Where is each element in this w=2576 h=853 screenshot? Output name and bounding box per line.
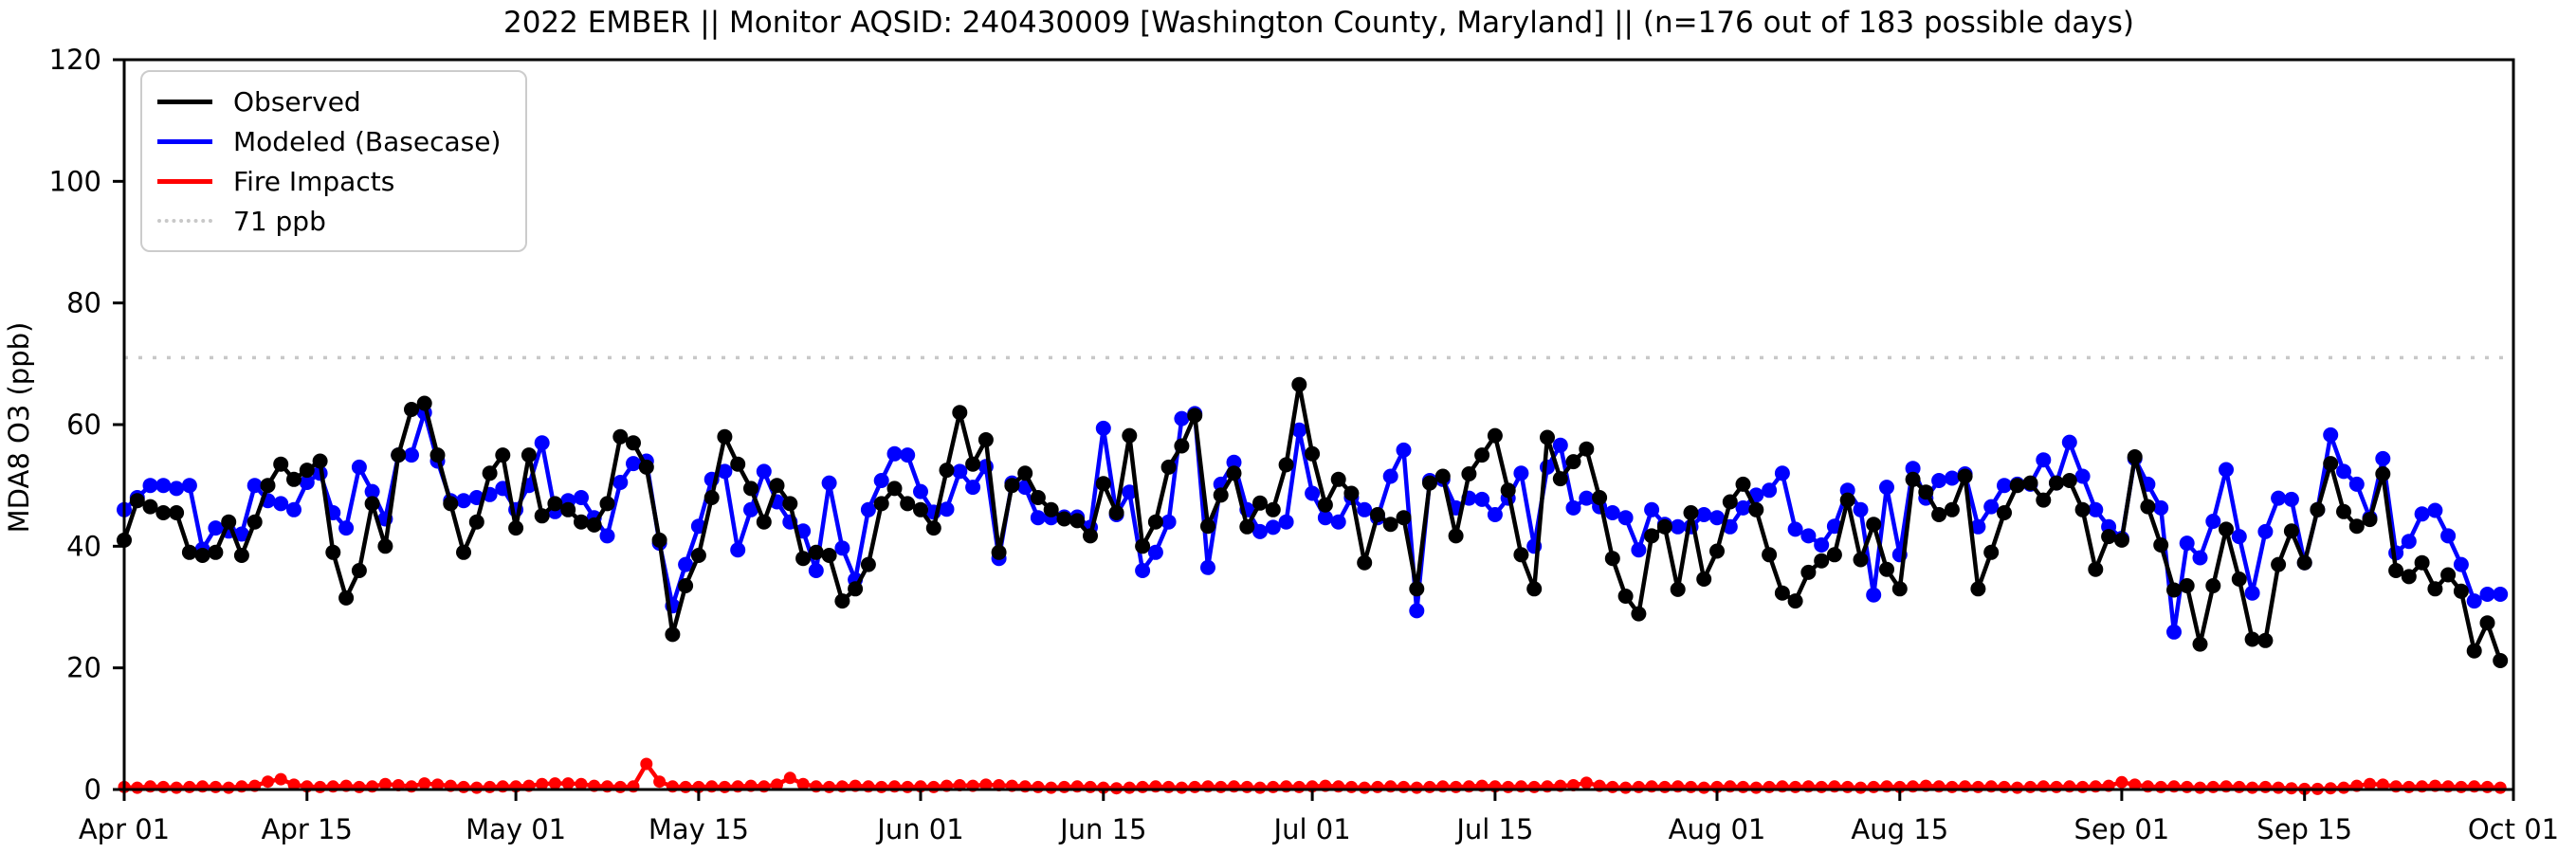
svg-text:Aug 15: Aug 15 xyxy=(1851,813,1948,845)
legend-label-threshold: 71 ppb xyxy=(233,205,326,237)
svg-text:80: 80 xyxy=(66,287,101,319)
legend-label-modeled: Modeled (Basecase) xyxy=(233,125,502,157)
svg-text:100: 100 xyxy=(49,165,101,197)
svg-text:Jul 15: Jul 15 xyxy=(1454,813,1533,845)
svg-text:Jul 01: Jul 01 xyxy=(1272,813,1351,845)
legend-item-observed: Observed xyxy=(157,82,501,121)
legend-label-fire: Fire Impacts xyxy=(233,165,395,197)
svg-text:20: 20 xyxy=(66,652,101,684)
svg-text:Sep 01: Sep 01 xyxy=(2074,813,2169,845)
svg-text:Aug 01: Aug 01 xyxy=(1669,813,1766,845)
svg-text:Sep 15: Sep 15 xyxy=(2256,813,2352,845)
svg-text:Jun 15: Jun 15 xyxy=(1058,813,1146,845)
observed-line-swatch xyxy=(157,99,212,104)
legend-label-observed: Observed xyxy=(233,85,361,118)
legend-item-modeled: Modeled (Basecase) xyxy=(157,121,501,161)
svg-text:60: 60 xyxy=(66,408,101,441)
x-axis-ticks: Apr 01 Apr 15 May 01 May 15 Jun 01 Jun 15 Jul … xyxy=(79,789,2559,845)
svg-text:40: 40 xyxy=(66,530,101,562)
legend-item-threshold: 71 ppb xyxy=(157,201,501,241)
observed-line xyxy=(117,376,2509,668)
modeled-line-swatch xyxy=(157,138,212,144)
legend: Observed Modeled (Basecase) Fire Impacts… xyxy=(140,70,528,252)
svg-text:Oct 01: Oct 01 xyxy=(2468,813,2559,845)
svg-text:Jun 01: Jun 01 xyxy=(875,813,963,845)
chart-title: 2022 EMBER || Monitor AQSID: 240430009 [… xyxy=(502,6,2135,40)
svg-text:0: 0 xyxy=(84,773,101,806)
fire-line-swatch xyxy=(157,178,212,184)
legend-item-fire: Fire Impacts xyxy=(157,161,501,201)
threshold-line-swatch xyxy=(157,219,212,223)
svg-text:May 15: May 15 xyxy=(649,813,749,845)
svg-text:Apr 15: Apr 15 xyxy=(262,813,353,845)
svg-text:Apr 01: Apr 01 xyxy=(79,813,170,845)
svg-text:120: 120 xyxy=(49,44,101,76)
svg-text:May 01: May 01 xyxy=(466,813,566,845)
y-axis-ticks: 0 20 40 60 80 100 120 xyxy=(49,44,124,806)
